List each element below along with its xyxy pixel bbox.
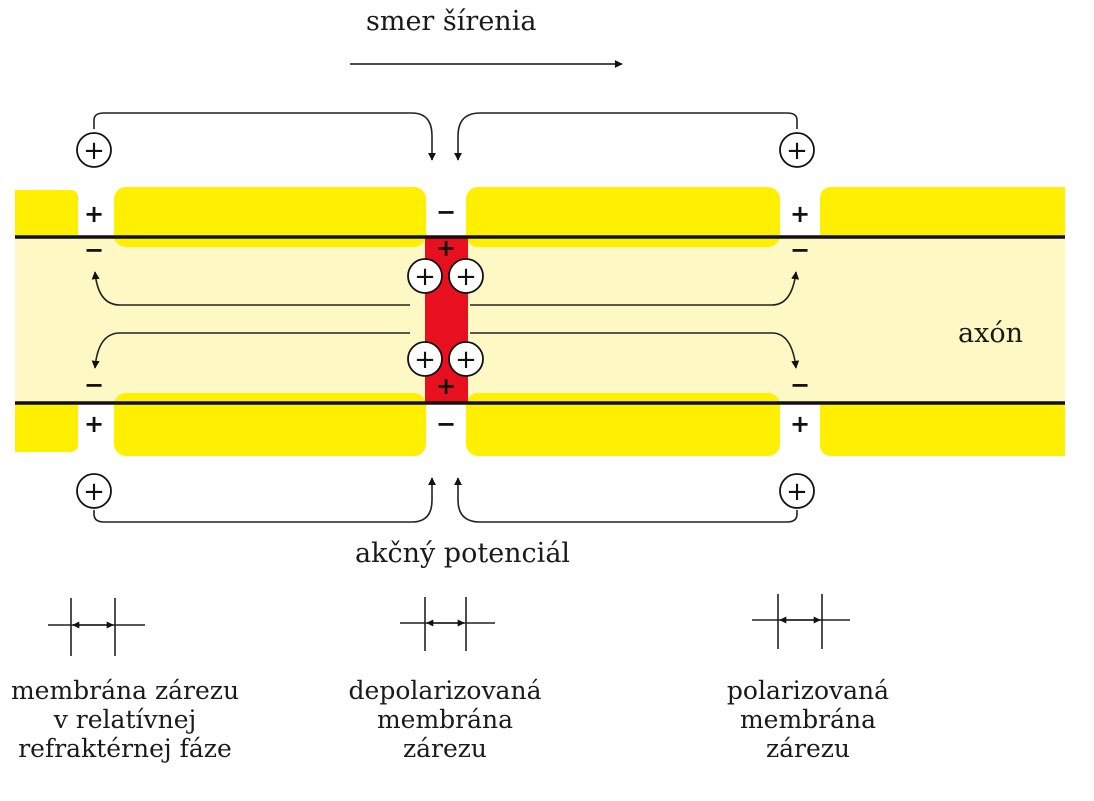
ion-plus-outer-tl: + — [83, 136, 105, 166]
charge-node1-bot-in: − — [84, 371, 104, 399]
charge-node3-top-in: − — [790, 236, 810, 264]
myelin-sheath-top — [15, 187, 1065, 247]
caption-refractory-line3: refraktérnej fáze — [18, 734, 232, 763]
caption-depolarized-line1: depolarizovaná — [348, 676, 542, 705]
charge-node3-bot-out: + — [790, 410, 810, 438]
legend-marker-polarized — [752, 594, 850, 649]
charge-node1-top-out: + — [84, 200, 104, 228]
membrane-charges: + − − + − + + − + − − + — [84, 198, 810, 438]
inner-current — [91, 271, 800, 369]
ion-plus-inner-tl: + — [414, 262, 436, 292]
outer-current-top — [93, 112, 798, 161]
axon-label: axón — [958, 318, 1023, 349]
myelin-sheath-bottom — [15, 393, 1065, 456]
legend-marker-refractory — [48, 598, 145, 656]
caption-polarized: polarizovaná membrána zárezu — [688, 676, 928, 763]
charge-node2-top-in: + — [436, 234, 456, 262]
caption-refractory: membrána zárezu v relatívnej refraktérne… — [0, 676, 250, 763]
outer-current-bottom — [93, 477, 798, 523]
charge-node2-bot-in: + — [436, 372, 456, 400]
charge-node3-bot-in: − — [790, 371, 810, 399]
caption-depolarized: depolarizovaná membrána zárezu — [325, 676, 565, 763]
caption-polarized-line3: zárezu — [765, 734, 851, 763]
ion-circles — [76, 132, 815, 509]
caption-polarized-line2: membrána — [739, 705, 877, 734]
ion-plus-outer-tr: + — [786, 136, 808, 166]
caption-depolarized-line3: zárezu — [402, 734, 488, 763]
charge-node1-bot-out: + — [84, 410, 104, 438]
ion-plus-inner-br: + — [455, 345, 477, 375]
caption-refractory-line1: membrána zárezu — [10, 676, 240, 705]
caption-polarized-line1: polarizovaná — [726, 676, 890, 705]
legend-marker-depolarized — [400, 597, 495, 651]
ion-plus-signs: + + + + + + + + — [83, 136, 808, 507]
caption-refractory-line2: v relatívnej — [53, 705, 197, 734]
caption-depolarized-line2: membrána — [376, 705, 514, 734]
charge-node2-bot-out: − — [436, 410, 456, 438]
ion-plus-inner-tr: + — [455, 262, 477, 292]
charge-node3-top-out: + — [790, 200, 810, 228]
action-potential-label: akčný potenciál — [355, 538, 571, 569]
axoplasm — [15, 237, 1065, 403]
charge-node1-top-in: − — [84, 236, 104, 264]
ion-plus-outer-bl: + — [83, 477, 105, 507]
propagation-label: smer šírenia — [366, 6, 537, 37]
charge-node2-top-out: − — [436, 198, 456, 226]
ion-plus-inner-bl: + — [414, 345, 436, 375]
ion-plus-outer-br: + — [786, 477, 808, 507]
